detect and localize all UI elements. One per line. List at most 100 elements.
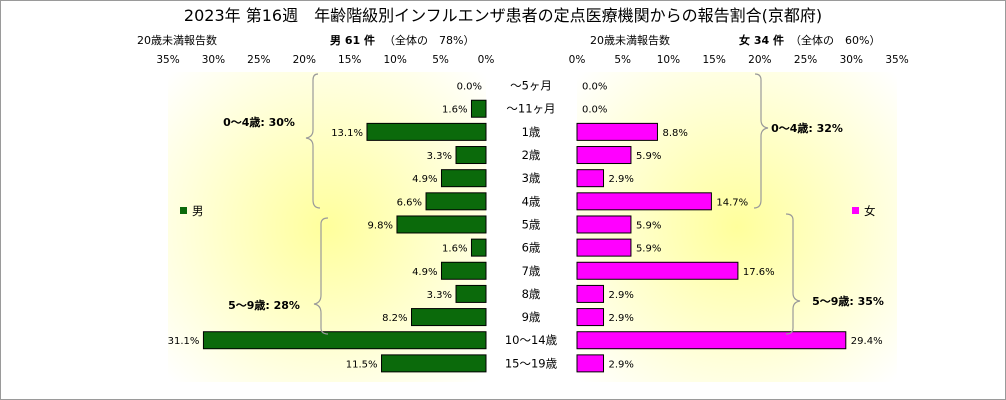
male-group-0-4-label: 0～4歳: 30% bbox=[223, 115, 295, 129]
male-bar bbox=[396, 215, 487, 234]
female-legend-label: 女 bbox=[864, 204, 876, 218]
male-x-tick-label: 25% bbox=[247, 54, 270, 66]
female-bar bbox=[576, 331, 847, 350]
female-data-label: 2.9% bbox=[609, 174, 634, 185]
female-data-label: 5.9% bbox=[636, 220, 661, 231]
male-x-tick-label: 35% bbox=[156, 54, 179, 66]
male-count-label: 男 61 件 bbox=[330, 33, 375, 47]
male-x-tick-label: 10% bbox=[383, 54, 406, 66]
male-data-label: 4.9% bbox=[412, 174, 437, 185]
male-share-label: （全体の 78%） bbox=[384, 33, 474, 47]
age-category-label: 8歳 bbox=[522, 287, 541, 301]
male-x-tick-label: 5% bbox=[432, 54, 449, 66]
age-category-label: 1歳 bbox=[522, 125, 541, 139]
female-bars: 0.0% 0.0% 8.8% 5.9% 2.9% 14.7% 5.9% 5.9% 17.6% 2.… bbox=[576, 82, 883, 373]
age-category-label: 10～14歳 bbox=[505, 333, 558, 347]
male-x-tick-label: 20% bbox=[293, 54, 316, 66]
age-category-labels: ～5ヶ月 ～11ヶ月 1歳 2歳 3歳 4歳 5歳 6歳 7歳 8歳 9歳 10～14歳 15～19歳 bbox=[505, 79, 558, 371]
male-bar bbox=[425, 192, 487, 211]
male-bar bbox=[440, 169, 487, 188]
female-x-tick-label: 15% bbox=[702, 54, 725, 66]
male-bar bbox=[470, 99, 487, 118]
female-x-tick-label: 10% bbox=[657, 54, 680, 66]
female-bracket-5-9 bbox=[785, 213, 801, 335]
female-data-label: 2.9% bbox=[609, 359, 634, 370]
female-data-label: 8.8% bbox=[662, 128, 687, 139]
male-bar bbox=[202, 331, 487, 350]
female-bar bbox=[576, 238, 632, 257]
age-category-label: 6歳 bbox=[522, 241, 541, 255]
male-data-label: 11.5% bbox=[346, 359, 378, 370]
female-x-tick-label: 30% bbox=[840, 54, 863, 66]
female-data-label: 14.7% bbox=[716, 197, 748, 208]
age-category-label: ～11ヶ月 bbox=[506, 102, 555, 116]
male-bars: 0.0% 1.6% 13.1% 3.3% 4.9% 6.6% 9.8% 1.6% 4.9% 3.3… bbox=[168, 82, 487, 373]
male-legend-label: 男 bbox=[192, 204, 204, 218]
male-bar bbox=[455, 146, 487, 165]
male-bar bbox=[455, 284, 487, 303]
female-share-label: （全体の 60%） bbox=[790, 33, 880, 47]
male-data-label: 3.3% bbox=[427, 290, 452, 301]
male-bracket-0-4 bbox=[305, 73, 321, 209]
female-x-tick-label: 0% bbox=[569, 54, 586, 66]
age-category-label: 3歳 bbox=[522, 171, 541, 185]
male-data-label: 1.6% bbox=[442, 244, 467, 255]
female-data-label: 2.9% bbox=[609, 313, 634, 324]
age-category-label: 2歳 bbox=[522, 148, 541, 162]
male-bar bbox=[470, 238, 487, 257]
female-group-0-4-label: 0～4歳: 32% bbox=[771, 121, 843, 135]
female-bar bbox=[576, 169, 605, 188]
female-bar bbox=[576, 122, 658, 141]
age-category-label: 5歳 bbox=[522, 217, 541, 231]
female-bar bbox=[576, 215, 632, 234]
age-category-label: ～5ヶ月 bbox=[510, 79, 552, 93]
male-data-label: 1.6% bbox=[442, 105, 467, 116]
male-data-label: 9.8% bbox=[368, 220, 393, 231]
male-data-label: 8.2% bbox=[382, 313, 407, 324]
female-legend-swatch bbox=[852, 207, 859, 214]
female-data-label: 17.6% bbox=[743, 267, 775, 278]
female-x-tick-label: 35% bbox=[885, 54, 908, 66]
male-bracket-5-9 bbox=[313, 217, 329, 335]
female-data-label: 0.0% bbox=[582, 82, 607, 93]
female-bar bbox=[576, 284, 605, 303]
male-data-label: 0.0% bbox=[457, 82, 482, 93]
female-count-label: 女 34 件 bbox=[739, 33, 784, 47]
female-data-label: 5.9% bbox=[636, 244, 661, 255]
male-bar bbox=[410, 308, 487, 327]
male-sublabel: 20歳未満報告数 bbox=[137, 34, 217, 47]
female-x-tick-label: 5% bbox=[614, 54, 631, 66]
male-x-tick-label: 0% bbox=[478, 54, 495, 66]
female-group-5-9-label: 5～9歳: 35% bbox=[812, 294, 884, 308]
female-data-label: 29.4% bbox=[851, 336, 883, 347]
female-bracket-0-4 bbox=[753, 73, 769, 209]
female-bar bbox=[576, 308, 605, 327]
age-category-label: 4歳 bbox=[522, 194, 541, 208]
male-x-tick-label: 30% bbox=[202, 54, 225, 66]
male-data-label: 4.9% bbox=[412, 267, 437, 278]
female-bar bbox=[576, 192, 712, 211]
male-data-label: 31.1% bbox=[168, 336, 200, 347]
male-legend-swatch bbox=[180, 207, 187, 214]
male-x-tick-label: 15% bbox=[338, 54, 361, 66]
female-data-label: 2.9% bbox=[609, 290, 634, 301]
male-data-label: 13.1% bbox=[331, 128, 363, 139]
female-x-tick-label: 25% bbox=[794, 54, 817, 66]
male-group-5-9-label: 5～9歳: 28% bbox=[228, 298, 300, 312]
male-bar bbox=[366, 122, 487, 141]
chart-title: 2023年 第16週 年齢階級別インフルエンザ患者の定点医療機関からの報告割合(… bbox=[184, 6, 822, 25]
female-data-label: 0.0% bbox=[582, 105, 607, 116]
female-sublabel: 20歳未満報告数 bbox=[590, 34, 670, 47]
female-x-axis: 0% 5% 10% 15% 20% 25% 30% 35% bbox=[569, 54, 909, 66]
male-bar bbox=[440, 261, 487, 280]
female-x-tick-label: 20% bbox=[748, 54, 771, 66]
male-bar bbox=[381, 354, 487, 373]
age-category-label: 9歳 bbox=[522, 310, 541, 324]
female-bar bbox=[576, 354, 605, 373]
female-bar bbox=[576, 146, 632, 165]
age-category-label: 7歳 bbox=[522, 264, 541, 278]
male-data-label: 3.3% bbox=[427, 151, 452, 162]
female-data-label: 5.9% bbox=[636, 151, 661, 162]
male-data-label: 6.6% bbox=[397, 197, 422, 208]
